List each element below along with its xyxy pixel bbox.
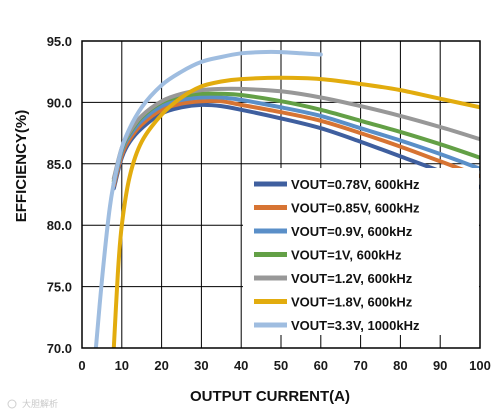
y-tick-labels: 70.0 75.0 80.0 85.0 90.0 95.0 [47, 34, 72, 356]
series-lines [93, 49, 480, 348]
legend-label: VOUT=0.85V, 600kHz [291, 201, 420, 216]
x-tick-label: 30 [194, 358, 208, 373]
legend-label: VOUT=1V, 600kHz [291, 248, 402, 263]
y-axis-label: EFFICIENCY(%) [13, 110, 30, 223]
y-tick-label: 80.0 [47, 218, 72, 233]
series-line-6 [111, 75, 480, 348]
y-tick-label: 85.0 [47, 157, 72, 172]
x-tick-label: 100 [469, 358, 491, 373]
watermark-text: 大胆解析 [22, 398, 58, 409]
x-tick-label: 40 [234, 358, 248, 373]
x-tick-labels: 0 10 20 30 40 50 60 70 80 90 100 [78, 358, 490, 373]
watermark-logo-icon [7, 399, 17, 409]
plot-frame [81, 40, 481, 349]
plot-border [81, 40, 481, 349]
legend-label: VOUT=1.8V, 600kHz [291, 295, 413, 310]
legend: VOUT=0.78V, 600kHz VOUT=0.85V, 600kHz VOUT… [243, 168, 479, 335]
x-tick-label: 20 [154, 358, 168, 373]
y-tick-label: 75.0 [47, 280, 72, 295]
x-tick-label: 70 [353, 358, 367, 373]
x-tick-label: 50 [274, 358, 288, 373]
x-tick-label: 60 [314, 358, 328, 373]
legend-label: VOUT=1.2V, 600kHz [291, 271, 413, 286]
x-tick-label: 90 [433, 358, 447, 373]
legend-box [243, 168, 479, 335]
legend-label: VOUT=0.9V, 600kHz [291, 224, 413, 239]
y-tick-label: 70.0 [47, 341, 72, 356]
x-tick-label: 80 [393, 358, 407, 373]
legend-label: VOUT=3.3V, 1000kHz [291, 318, 420, 333]
series-line-5 [111, 86, 480, 181]
x-tick-label: 0 [78, 358, 85, 373]
y-tick-label: 90.0 [47, 95, 72, 110]
legend-label: VOUT=0.78V, 600kHz [291, 177, 420, 192]
y-tick-label: 95.0 [47, 34, 72, 49]
x-axis-label: OUTPUT CURRENT(A) [190, 388, 350, 405]
watermark: 大胆解析 [7, 398, 58, 409]
x-tick-label: 10 [115, 358, 129, 373]
series-line-2 [111, 98, 480, 188]
series-line-7 [93, 49, 323, 348]
